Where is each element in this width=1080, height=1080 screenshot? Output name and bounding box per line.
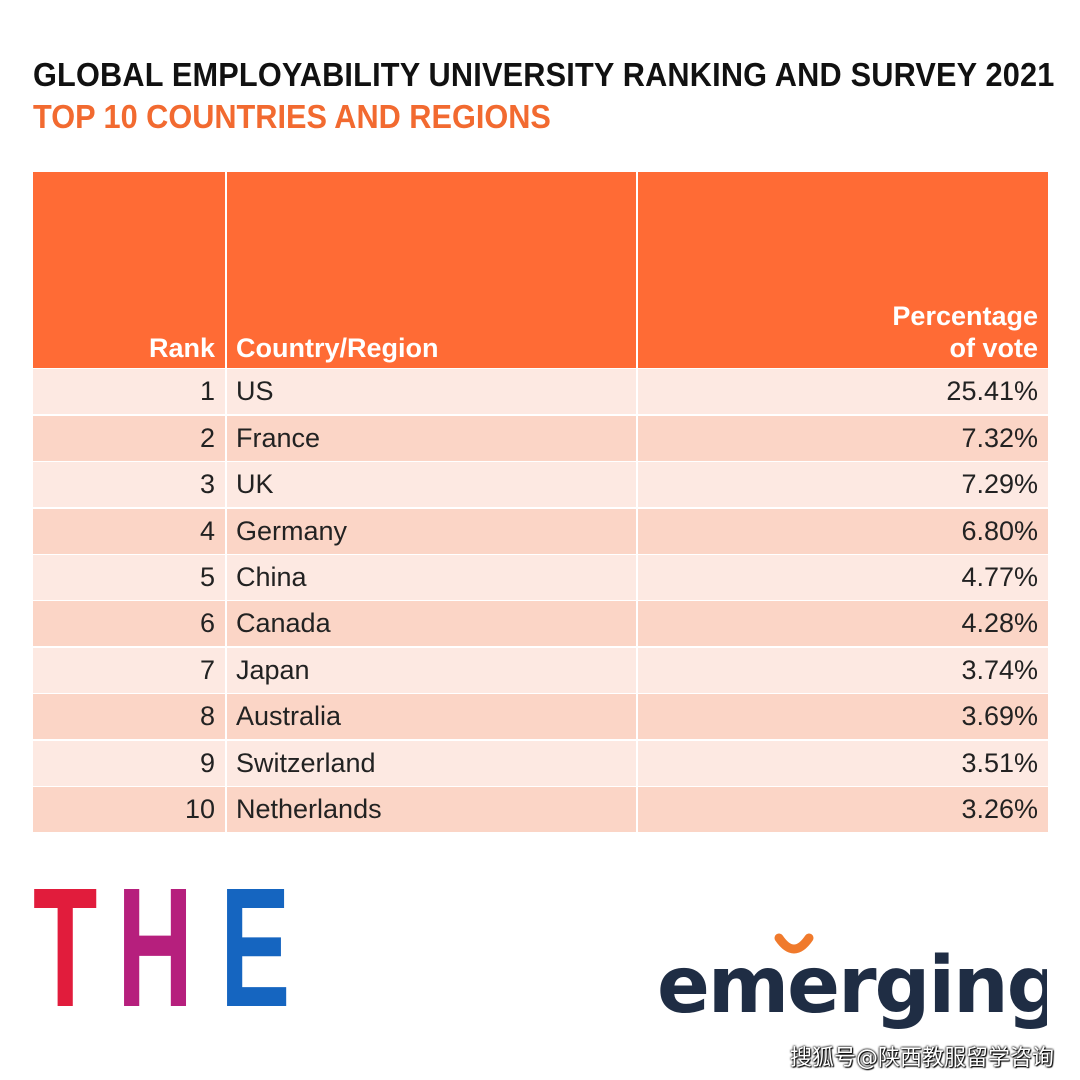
cell-country: China	[227, 554, 636, 600]
cell-country: Canada	[227, 601, 636, 647]
table-row: 6 Canada 4.28%	[33, 601, 1048, 647]
cell-percentage: 7.29%	[638, 462, 1048, 508]
page-subtitle: TOP 10 COUNTRIES AND REGIONS	[33, 98, 551, 135]
cell-rank: 7	[33, 647, 225, 693]
emerging-smile-icon	[774, 933, 814, 954]
the-logo: T H E	[33, 853, 313, 1043]
header-country: Country/Region	[227, 172, 636, 368]
ranking-table: Rank Country/Region Percentage of vote 1…	[33, 172, 1048, 832]
cell-country: Netherlands	[227, 786, 636, 832]
table-row: 4 Germany 6.80%	[33, 508, 1048, 554]
cell-percentage: 3.51%	[638, 740, 1048, 786]
cell-rank: 8	[33, 694, 225, 740]
cell-percentage: 3.69%	[638, 694, 1048, 740]
cell-country: Japan	[227, 647, 636, 693]
cell-percentage: 25.41%	[638, 369, 1048, 415]
cell-rank: 1	[33, 369, 225, 415]
watermark: 搜狐号@陕西教服留学咨询	[789, 1046, 1054, 1071]
header-percentage-label: Percentage of vote	[892, 301, 1038, 363]
table-row: 7 Japan 3.74%	[33, 647, 1048, 693]
header-rank: Rank	[33, 172, 225, 368]
page-title: GLOBAL EMPLOYABILITY UNIVERSITY RANKING …	[33, 56, 1055, 93]
cell-rank: 9	[33, 740, 225, 786]
cell-country: UK	[227, 462, 636, 508]
cell-rank: 6	[33, 601, 225, 647]
table-row: 10 Netherlands 3.26%	[33, 786, 1048, 832]
cell-country: France	[227, 415, 636, 461]
table-body: 1 US 25.41% 2 France 7.32% 3 UK 7.29% 4 Germany 6.8…	[33, 369, 1048, 832]
the-logo-letter-e: E	[219, 853, 290, 1043]
table-row: 1 US 25.41%	[33, 369, 1048, 415]
cell-country: Switzerland	[227, 740, 636, 786]
cell-percentage: 3.74%	[638, 647, 1048, 693]
emerging-wordmark: emerging	[657, 941, 1047, 1031]
emerging-logo-graphic: emerging	[657, 933, 1047, 1031]
cell-rank: 4	[33, 508, 225, 554]
table-row: 8 Australia 3.69%	[33, 694, 1048, 740]
cell-percentage: 4.77%	[638, 554, 1048, 600]
cell-country: Germany	[227, 508, 636, 554]
cell-percentage: 3.26%	[638, 786, 1048, 832]
table-row: 5 China 4.77%	[33, 554, 1048, 600]
the-logo-letter-t: T	[33, 853, 98, 1043]
table-header: Rank Country/Region Percentage of vote	[33, 172, 1048, 368]
table-row: 2 France 7.32%	[33, 415, 1048, 461]
cell-percentage: 4.28%	[638, 601, 1048, 647]
cell-rank: 2	[33, 415, 225, 461]
header-percentage: Percentage of vote	[638, 172, 1048, 368]
cell-percentage: 7.32%	[638, 415, 1048, 461]
cell-percentage: 6.80%	[638, 508, 1048, 554]
cell-country: US	[227, 369, 636, 415]
cell-country: Australia	[227, 694, 636, 740]
cell-rank: 5	[33, 554, 225, 600]
cell-rank: 10	[33, 786, 225, 832]
table-row: 3 UK 7.29%	[33, 462, 1048, 508]
cell-rank: 3	[33, 462, 225, 508]
emerging-logo: emerging	[657, 930, 1047, 1040]
the-logo-letter-h: H	[116, 853, 193, 1043]
table-row: 9 Switzerland 3.51%	[33, 740, 1048, 786]
